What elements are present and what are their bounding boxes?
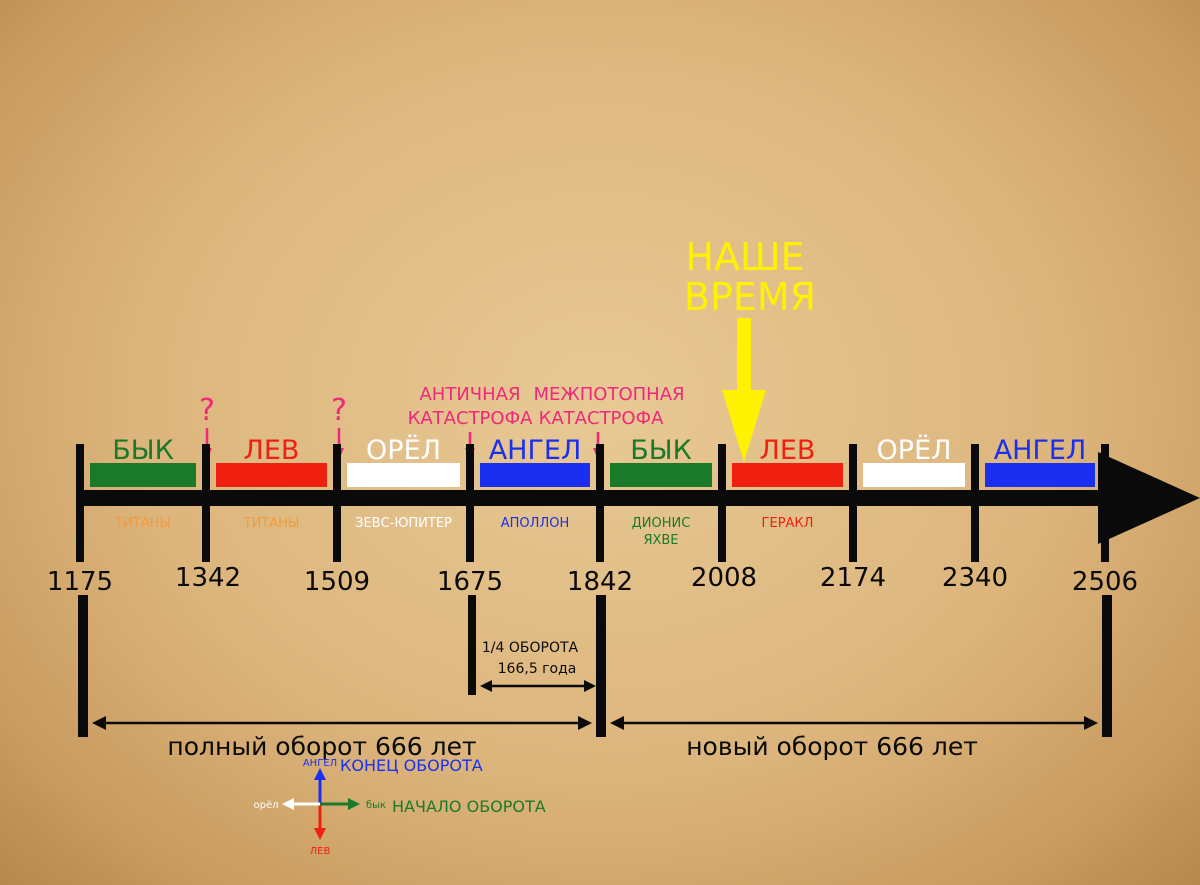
full-turn-label: полный оборот 666 лет xyxy=(167,732,476,761)
tick-label-1342: 1342 xyxy=(175,563,241,593)
quarter-line1: 1/4 ОБОРОТА xyxy=(482,640,579,656)
era-deity-4: АПОЛЛОН xyxy=(501,516,569,531)
era-bar-7 xyxy=(863,463,965,487)
era-bar-4 xyxy=(480,463,590,487)
direction-legend: АНГЕЛ орёл бык ЛЕВ КОНЕЦ ОБОРОТА НАЧАЛО … xyxy=(253,756,545,857)
era-label-2: ЛЕВ xyxy=(244,435,300,466)
era-bar-1 xyxy=(90,463,196,487)
era-deity-1: ТИТАНЫ xyxy=(114,516,171,531)
ticks-group: 1175 1342 1509 1675 1842 2008 2174 2340 2506 xyxy=(47,444,1138,597)
tick-label-2340: 2340 xyxy=(942,563,1008,593)
arrow-down-icon xyxy=(314,828,326,840)
timeline-arrowhead-icon xyxy=(1098,452,1200,544)
tick-mark-1509 xyxy=(333,444,341,562)
era-deity-2: ТИТАНЫ xyxy=(243,516,300,531)
tick-label-2008: 2008 xyxy=(691,563,757,593)
legend-right-label: бык xyxy=(366,800,386,811)
now-label-line2: ВРЕМЯ xyxy=(684,275,816,319)
era-label-8: АНГЕЛ xyxy=(994,435,1087,466)
new-turn-label: новый оборот 666 лет xyxy=(686,732,978,761)
catastrophe-2-line2: КАТАСТРОФА xyxy=(539,408,664,429)
era-label-5: БЫК xyxy=(630,435,692,466)
tick-label-1175: 1175 xyxy=(47,567,113,597)
era-bar-5 xyxy=(610,463,712,487)
era-deity-3: ЗЕВС-ЮПИТЕР xyxy=(355,516,452,531)
turn-spans: полный оборот 666 лет новый оборот 666 л… xyxy=(78,595,1112,761)
era-deity-5-second: ЯХВЕ xyxy=(643,533,678,548)
era-label-6: ЛЕВ xyxy=(760,435,816,466)
legend-left-label: орёл xyxy=(253,800,278,811)
era-bar-6 xyxy=(732,463,843,487)
era-deity-6: ГЕРАКЛ xyxy=(762,516,814,531)
tick-mark-2340 xyxy=(971,444,979,562)
legend-up-label: АНГЕЛ xyxy=(303,758,337,769)
legend-start-label: НАЧАЛО ОБОРОТА xyxy=(392,797,546,816)
quarter-turn: 1/4 ОБОРОТА 166,5 года xyxy=(468,595,596,695)
legend-end-label: КОНЕЦ ОБОРОТА xyxy=(340,756,483,775)
tick-mark-1842 xyxy=(596,444,604,562)
tick-mark-2506 xyxy=(1101,444,1109,562)
tick-label-2506: 2506 xyxy=(1072,567,1138,597)
tick-mark-2008 xyxy=(718,444,726,562)
era-label-1: БЫК xyxy=(112,435,174,466)
catastrophe-1-line2: КАТАСТРОФА xyxy=(408,408,533,429)
era-label-7: ОРЁЛ xyxy=(877,434,952,466)
arrow-left-icon xyxy=(282,798,294,810)
tick-mark-2174 xyxy=(849,444,857,562)
catastrophe-2-line1: МЕЖПОТОПНАЯ xyxy=(533,384,684,405)
now-label-line1: НАШЕ xyxy=(685,235,804,279)
now-arrow-icon xyxy=(722,318,766,462)
tick-label-1675: 1675 xyxy=(437,567,503,597)
question-mark-1: ? xyxy=(199,393,215,428)
tick-label-1842: 1842 xyxy=(567,567,633,597)
tick-label-2174: 2174 xyxy=(820,563,886,593)
tick-mark-1342 xyxy=(202,444,210,562)
era-bar-2 xyxy=(216,463,327,487)
tick-mark-1175 xyxy=(76,444,84,562)
catastrophe-1-line1: АНТИЧНАЯ xyxy=(419,384,520,405)
arrow-right-icon xyxy=(348,798,360,810)
legend-down-label: ЛЕВ xyxy=(310,846,331,857)
era-bar-8 xyxy=(985,463,1095,487)
era-label-3: ОРЁЛ xyxy=(366,434,441,466)
quarter-line2: 166,5 года xyxy=(498,661,577,677)
eras-group: БЫК ТИТАНЫ ЛЕВ ТИТАНЫ ОРЁЛ ЗЕВС-ЮПИТЕР АНГЕЛ АП… xyxy=(90,434,1095,548)
era-bar-3 xyxy=(347,463,460,487)
era-label-4: АНГЕЛ xyxy=(489,435,582,466)
tick-mark-1675 xyxy=(466,444,474,562)
tick-label-1509: 1509 xyxy=(304,567,370,597)
arrow-up-icon xyxy=(314,768,326,780)
question-mark-2: ? xyxy=(331,393,347,428)
era-deity-5: ДИОНИС xyxy=(632,516,691,531)
